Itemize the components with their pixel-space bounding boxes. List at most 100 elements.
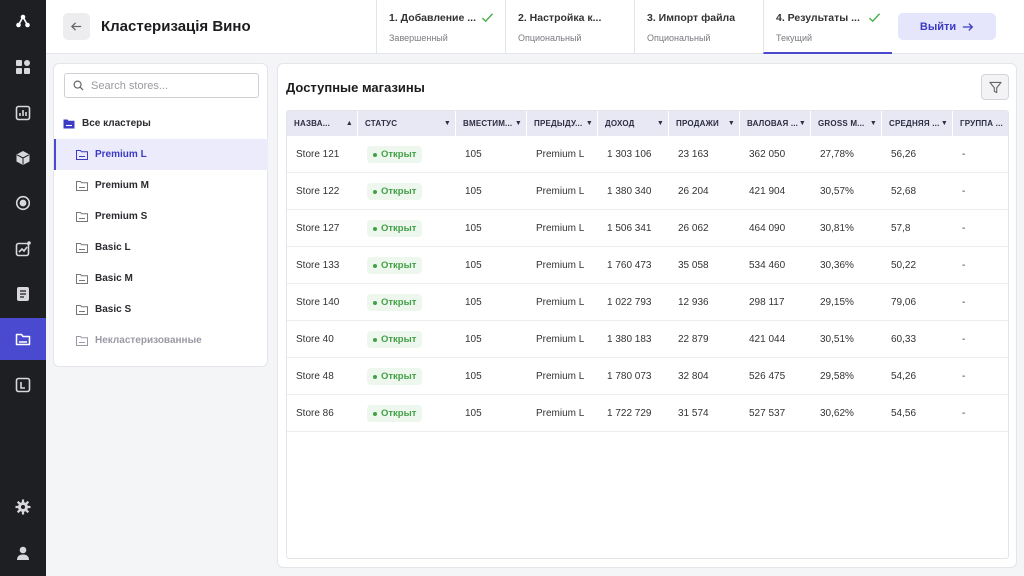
layout-icon[interactable] [0, 364, 46, 406]
tree-item-premium-m[interactable]: Premium M [54, 170, 268, 201]
col-header-average[interactable]: СРЕДНЯЯ ... ▼ [882, 111, 953, 136]
tree-item-unclustered[interactable]: Некластеризованные [54, 325, 268, 356]
cell-gross: 526 475 [749, 371, 786, 382]
cell-name: Store 122 [296, 186, 340, 197]
col-header-gross-margin[interactable]: GROSS M... ▼ [811, 111, 882, 136]
step-3[interactable]: 3. Импорт файла Опциональный [634, 0, 763, 54]
col-header-group[interactable]: ГРУППА ... [953, 111, 1008, 136]
trend-icon[interactable] [0, 228, 46, 270]
cell-capacity: 105 [465, 408, 482, 419]
check-icon [481, 13, 494, 23]
col-label: ПРЕДЫДУ... [534, 119, 583, 128]
status-dot-icon [373, 374, 377, 379]
table-row[interactable]: Store 140 Открыт 105 Premium L 1 022 793 12 9… [287, 284, 1008, 321]
cell-sales: 26 062 [678, 223, 709, 234]
cell-average: 54,26 [891, 371, 917, 382]
tree-item-premium-s[interactable]: Premium S [54, 201, 268, 232]
tree-label: Basic L [95, 242, 131, 253]
cell-average: 52,68 [891, 186, 917, 197]
panel-title: Доступные магазины [286, 80, 425, 95]
dashboard-icon[interactable] [0, 46, 46, 88]
filter-button[interactable] [981, 74, 1009, 100]
col-label: ВМЕСТИМ... [463, 119, 513, 128]
status-badge: Открыт [367, 405, 423, 422]
col-header-name[interactable]: НАЗВА... ▲ [287, 111, 358, 136]
status-dot-icon [373, 226, 377, 231]
table-row[interactable]: Store 48 Открыт 105 Premium L 1 780 073 32 80… [287, 358, 1008, 395]
status-text: Открыт [381, 260, 417, 271]
col-header-gross[interactable]: ВАЛОВАЯ ... ▼ [740, 111, 811, 136]
folder-filled-icon [63, 118, 75, 129]
step-label: 4. Результаты ... [776, 12, 860, 24]
table-row[interactable]: Store 121 Открыт 105 Premium L 1 303 106 23 1… [287, 136, 1008, 173]
table-row[interactable]: Store 127 Открыт 105 Premium L 1 506 341 26 0… [287, 210, 1008, 247]
step-label: 2. Настройка к... [518, 12, 602, 24]
tree-item-premium-l[interactable]: Premium L [54, 139, 268, 170]
tree-label: Basic M [95, 273, 133, 284]
cell-group: - [962, 223, 966, 234]
cell-gross-margin: 30,51% [820, 334, 854, 345]
tree-item-basic-m[interactable]: Basic M [54, 263, 268, 294]
tree-item-basic-l[interactable]: Basic L [54, 232, 268, 263]
tree-item-all-clusters[interactable]: Все кластеры [54, 108, 268, 139]
status-dot-icon [373, 189, 377, 194]
cell-status: Открыт [358, 321, 423, 358]
table-row[interactable]: Store 86 Открыт 105 Premium L 1 722 729 31 57… [287, 395, 1008, 432]
cell-revenue: 1 506 341 [607, 223, 652, 234]
back-button[interactable] [63, 13, 90, 40]
user-icon[interactable] [0, 532, 46, 574]
target-icon[interactable] [0, 182, 46, 224]
cell-name: Store 48 [296, 371, 334, 382]
status-text: Открыт [381, 371, 417, 382]
tree-label: Premium L [95, 149, 147, 160]
table-header: НАЗВА... ▲ СТАТУС ▼ ВМЕСТИМ... ▼ ПРЕДЫДУ...… [287, 111, 1008, 136]
cell-group: - [962, 371, 966, 382]
col-header-capacity[interactable]: ВМЕСТИМ... ▼ [456, 111, 527, 136]
box-icon[interactable] [0, 137, 46, 179]
step-4[interactable]: 4. Результаты ... Текущий [763, 0, 892, 54]
folder-icon [76, 304, 88, 315]
search-input[interactable] [91, 79, 251, 92]
cell-group: - [962, 297, 966, 308]
status-text: Открыт [381, 223, 417, 234]
cell-gross-margin: 29,58% [820, 371, 854, 382]
exit-button[interactable]: Выйти [898, 13, 996, 40]
cell-group: - [962, 186, 966, 197]
search-box [64, 73, 259, 98]
col-header-previous[interactable]: ПРЕДЫДУ... ▼ [527, 111, 598, 136]
step-1[interactable]: 1. Добавление ... Завершенный [376, 0, 505, 54]
table-row[interactable]: Store 40 Открыт 105 Premium L 1 380 183 22 87… [287, 321, 1008, 358]
tree-item-basic-s[interactable]: Basic S [54, 294, 268, 325]
cell-name: Store 127 [296, 223, 340, 234]
cell-previous: Premium L [536, 223, 585, 234]
status-text: Открыт [381, 186, 417, 197]
cell-gross: 362 050 [749, 149, 786, 160]
settings-icon[interactable] [0, 486, 46, 528]
step-status: Завершенный [389, 33, 448, 43]
status-badge: Открыт [367, 183, 423, 200]
cell-previous: Premium L [536, 297, 585, 308]
page-title: Кластеризація Вино [101, 18, 251, 35]
cell-gross-margin: 30,81% [820, 223, 854, 234]
cell-gross: 527 537 [749, 408, 786, 419]
cell-revenue: 1 303 106 [607, 149, 652, 160]
document-icon[interactable] [0, 273, 46, 315]
arrow-right-icon [962, 22, 974, 31]
table-row[interactable]: Store 133 Открыт 105 Premium L 1 760 473 35 0… [287, 247, 1008, 284]
folder-icon[interactable] [0, 318, 46, 360]
logo-icon[interactable] [0, 0, 46, 42]
folder-icon [76, 242, 88, 253]
col-header-sales[interactable]: ПРОДАЖИ ▼ [669, 111, 740, 136]
cell-previous: Premium L [536, 149, 585, 160]
analytics-icon[interactable] [0, 92, 46, 134]
sort-desc-icon: ▼ [940, 120, 948, 127]
col-header-revenue[interactable]: ДОХОД ▼ [598, 111, 669, 136]
cell-group: - [962, 408, 966, 419]
col-header-status[interactable]: СТАТУС ▼ [358, 111, 456, 136]
cell-capacity: 105 [465, 371, 482, 382]
exit-label: Выйти [919, 20, 957, 33]
folder-icon [76, 180, 88, 191]
table-row[interactable]: Store 122 Открыт 105 Premium L 1 380 340 26 2… [287, 173, 1008, 210]
cell-gross-margin: 29,15% [820, 297, 854, 308]
step-2[interactable]: 2. Настройка к... Опциональный [505, 0, 634, 54]
